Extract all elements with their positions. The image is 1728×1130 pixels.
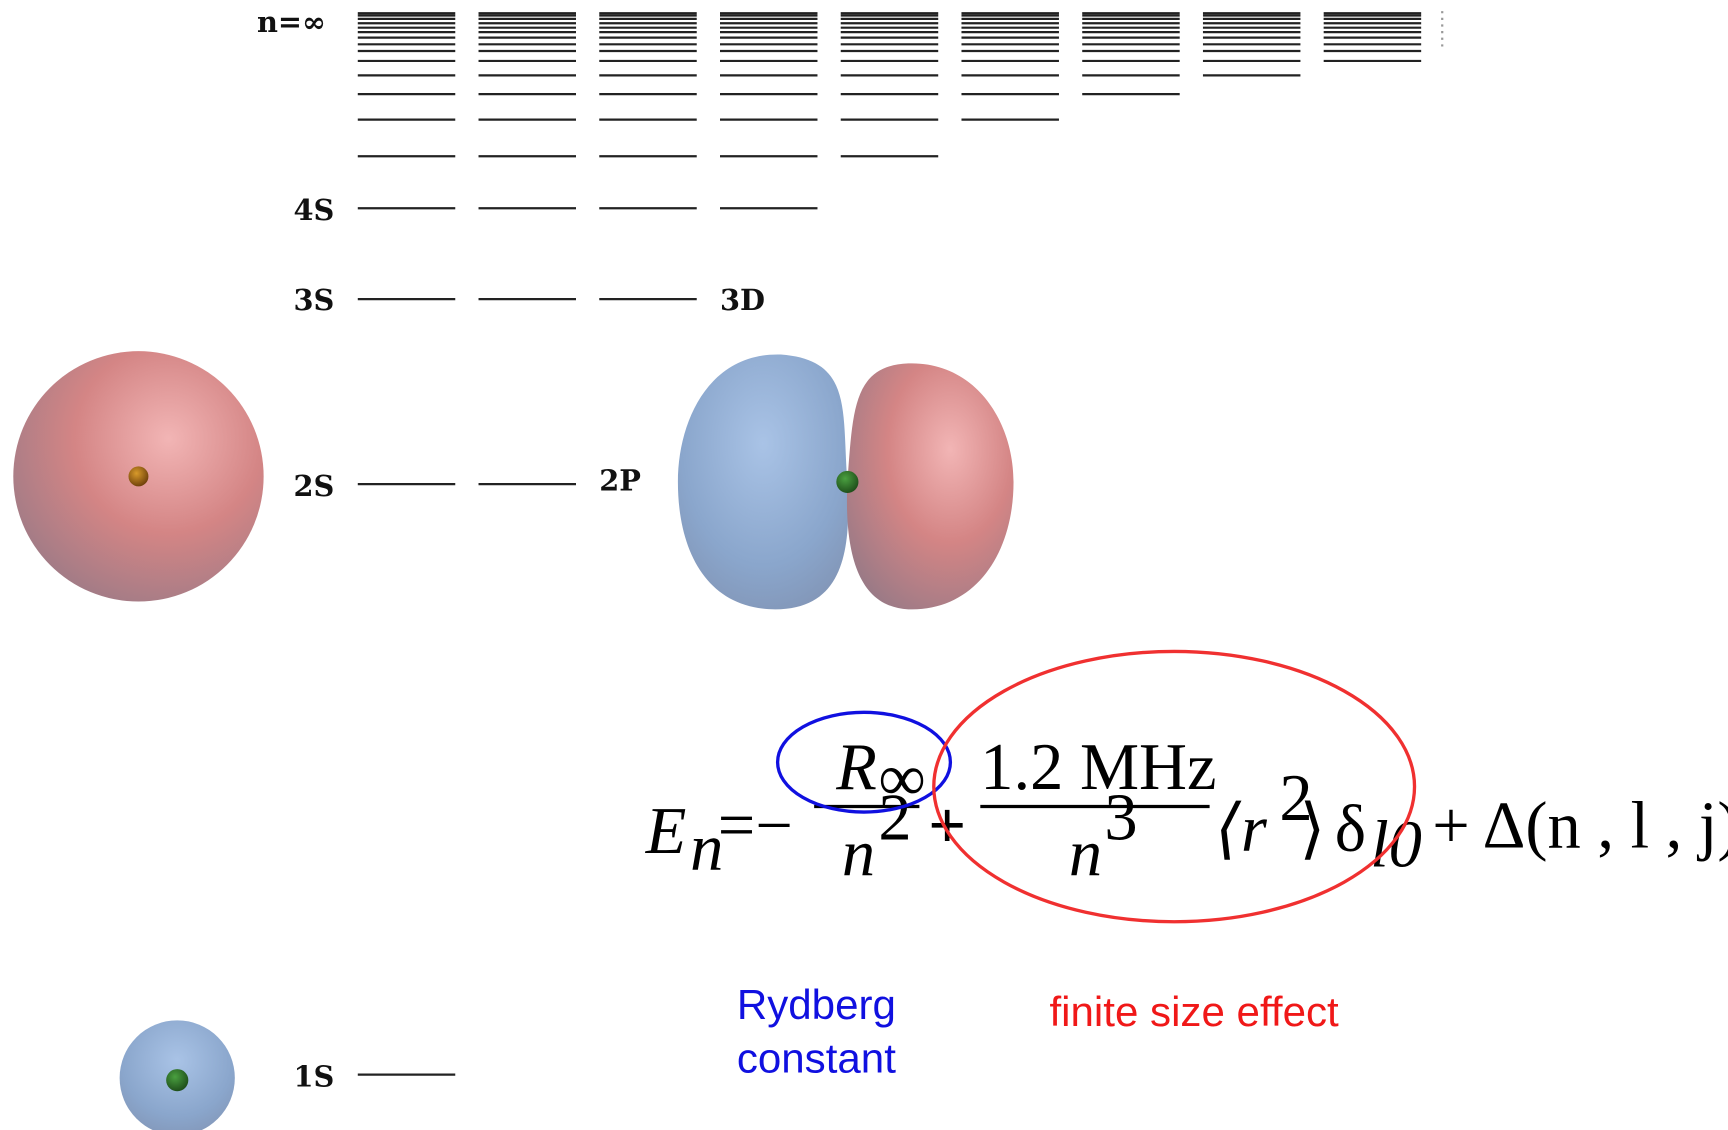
formula-part: E xyxy=(645,795,687,868)
level-label: 1S xyxy=(294,1060,335,1094)
energy-levels xyxy=(357,12,1422,1076)
formula-part: 3 xyxy=(1104,782,1137,855)
level-label: 2P xyxy=(599,464,641,498)
formula-part: 2 xyxy=(878,782,911,855)
level-label: 4S xyxy=(294,193,335,227)
formula-part: δ xyxy=(1335,793,1366,866)
level-label: n=∞ xyxy=(257,5,326,39)
level-label: 3S xyxy=(294,283,335,317)
formula-part: 1.2 MHz xyxy=(980,731,1216,804)
formula: E n =− R ∞ n 2 + 1.2 MHz n 3 ⟨r 2 ⟩ δ l0… xyxy=(645,731,1728,890)
annotation: Rydberg xyxy=(737,981,896,1028)
formula-part: ⟨r xyxy=(1215,793,1268,866)
orbital-1s xyxy=(119,1020,235,1130)
level-label: 3D xyxy=(720,283,765,317)
formula-part: n xyxy=(1069,817,1102,890)
orbital-2s xyxy=(13,351,264,602)
formula-part: ⟩ xyxy=(1299,793,1325,866)
annotation: constant xyxy=(737,1034,896,1081)
orbital-2p xyxy=(677,354,1014,610)
rydberg-highlight xyxy=(775,710,953,814)
level-label: 2S xyxy=(294,469,335,503)
finite-size-highlight xyxy=(932,649,1417,924)
formula-part: =− xyxy=(718,789,793,862)
formula-part: l0 xyxy=(1370,808,1422,881)
annotation: finite size effect xyxy=(1049,988,1339,1035)
formula-part: n xyxy=(842,817,875,890)
formula-part: R xyxy=(835,731,877,804)
formula-part: 2 xyxy=(1279,762,1312,835)
formula-part: n xyxy=(690,812,723,885)
formula-part: + Δ(n , l , j) xyxy=(1432,789,1728,862)
